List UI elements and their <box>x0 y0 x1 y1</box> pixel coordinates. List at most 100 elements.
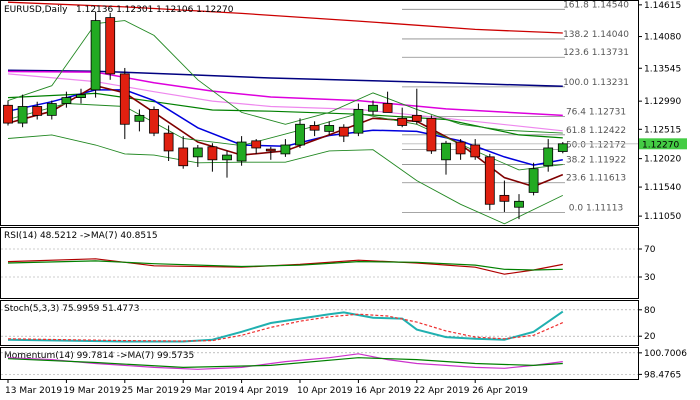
price-tick-label: 1.11540 <box>644 183 681 193</box>
fib-level-label: 138.2 1.14040 <box>563 30 629 40</box>
date-tick-label: 26 Apr 2019 <box>472 386 528 396</box>
bear-candle-body <box>105 17 116 75</box>
bear-candle-body <box>149 109 159 134</box>
bull-candle-body <box>528 168 539 193</box>
date-tick-label: 29 Mar 2019 <box>180 386 237 396</box>
price-panel-frame <box>0 0 639 226</box>
bull-candle-body <box>236 141 247 162</box>
date-tick-label: 25 Mar 2019 <box>122 386 179 396</box>
indicator-tick-label: 70 <box>644 245 656 255</box>
candle <box>192 145 203 167</box>
indicator-line <box>7 353 563 370</box>
candle <box>397 107 408 128</box>
rsi-panel-frame <box>0 227 639 299</box>
stochastic-title: Stoch(5,3,3) 75.9959 51.4773 <box>4 304 139 314</box>
bear-candle-body <box>411 114 422 122</box>
bull-candle-body <box>295 123 305 146</box>
bear-candle-body <box>178 147 189 167</box>
date-axis: 13 Mar 2019 19 Mar 2019 25 Mar 2019 29 Mar … <box>5 379 528 396</box>
price-axis: 1.14615 1.14080 1.13545 1.12990 1.12515 1.120… <box>638 1 681 222</box>
candle <box>470 139 481 160</box>
bear-candle-body <box>484 156 495 205</box>
price-tick-label: 1.14615 <box>644 1 681 11</box>
candle <box>265 146 276 160</box>
bull-candle-body <box>134 114 145 122</box>
candle <box>353 103 364 137</box>
fib-level-label: 50.0 1.12172 <box>566 141 626 151</box>
rsi-panel: RSI(14) 48.5212 ->MA(7) 40.8515 70 30 <box>0 227 656 299</box>
bear-candle-body <box>3 104 13 124</box>
candle <box>426 115 437 154</box>
bull-candle-body <box>543 147 554 167</box>
bull-candle-body <box>90 20 101 91</box>
bear-candle-body <box>119 73 130 125</box>
bear-candle-body <box>163 132 174 152</box>
candle <box>134 109 145 132</box>
date-tick-label: 10 Apr 2019 <box>297 386 353 396</box>
fib-level-label: 161.8 1.14540 <box>563 0 629 10</box>
bear-candle-body <box>251 140 262 149</box>
candle <box>251 139 262 154</box>
candle <box>163 125 174 161</box>
candle <box>3 100 13 126</box>
candle <box>499 180 510 212</box>
indicator-line <box>7 258 563 275</box>
chart-title: EURUSD,Daily <box>4 5 68 15</box>
candle <box>338 124 349 143</box>
candle <box>382 91 393 113</box>
last-price-marker <box>639 138 687 150</box>
fib-level-label: 100.0 1.13231 <box>563 78 629 88</box>
candle <box>207 143 218 172</box>
bull-candle-body <box>280 144 291 155</box>
candle <box>76 88 86 104</box>
indicator-tick-label: 20 <box>644 332 656 342</box>
candle <box>32 101 43 120</box>
price-tick-label: 1.11050 <box>644 212 681 222</box>
bull-candle-body <box>76 94 86 98</box>
fib-level-label: 38.2 1.11922 <box>566 155 626 165</box>
overlay-line <box>7 134 563 225</box>
bull-candle-body <box>368 104 378 112</box>
bear-candle-body <box>382 103 393 113</box>
candle <box>178 136 189 169</box>
candle <box>46 100 57 120</box>
candle <box>411 88 422 125</box>
price-tick-label: 1.12020 <box>644 155 681 165</box>
candles <box>3 11 568 220</box>
bear-candle-body <box>470 144 481 158</box>
bull-candle-body <box>324 125 335 132</box>
bear-candle-body <box>455 141 466 155</box>
bear-candle-body <box>265 148 276 152</box>
candle <box>368 100 378 116</box>
momentum-title: Momentum(14) 99.7814 ->MA(7) 99.5735 <box>4 351 194 361</box>
indicator-line <box>7 313 564 342</box>
indicator-tick-label: 98.4765 <box>644 370 681 380</box>
momentum-panel-frame <box>0 347 639 380</box>
price-tick-label: 1.14080 <box>644 33 681 43</box>
bear-candle-body <box>499 194 510 202</box>
fib-level-label: 23.6 1.11613 <box>566 174 626 184</box>
bull-candle-body <box>557 143 568 152</box>
candle <box>105 12 116 80</box>
bear-candle-body <box>397 117 408 126</box>
candle <box>455 139 466 160</box>
date-tick-label: 13 Mar 2019 <box>5 386 62 396</box>
candle <box>557 142 568 154</box>
indicator-line <box>7 357 563 369</box>
candle <box>528 162 539 196</box>
price-tick-label: 1.13545 <box>644 64 681 74</box>
fib-level-label: 123.6 1.13731 <box>563 48 629 58</box>
candle <box>441 140 451 175</box>
indicator-tick-label: 80 <box>644 306 656 316</box>
candle <box>309 121 320 137</box>
candle <box>222 150 232 178</box>
bear-candle-body <box>338 126 349 137</box>
candle <box>514 194 524 220</box>
last-price-label: 1.12270 <box>642 140 679 150</box>
price-tick-label: 1.12515 <box>644 125 681 135</box>
bull-candle-body <box>61 97 72 104</box>
candle <box>61 91 72 108</box>
bear-candle-body <box>309 125 320 131</box>
price-tick-label: 1.12990 <box>644 97 681 107</box>
